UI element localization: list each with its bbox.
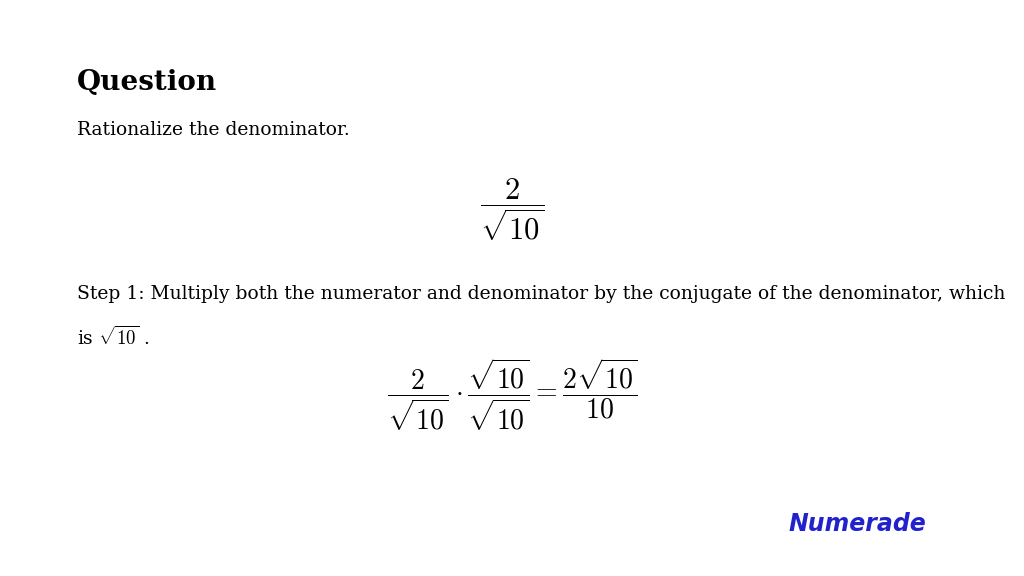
Text: $\dfrac{2}{\sqrt{10}} \cdot \dfrac{\sqrt{10}}{\sqrt{10}} = \dfrac{2\sqrt{10}}{10: $\dfrac{2}{\sqrt{10}} \cdot \dfrac{\sqrt…: [387, 357, 637, 433]
Text: Step 1: Multiply both the numerator and denominator by the conjugate of the deno: Step 1: Multiply both the numerator and …: [77, 285, 1006, 303]
Text: Rationalize the denominator.: Rationalize the denominator.: [77, 121, 349, 139]
Text: Numerade: Numerade: [788, 511, 927, 536]
Text: Question: Question: [77, 69, 217, 96]
Text: is $\sqrt{10}$ .: is $\sqrt{10}$ .: [77, 325, 150, 348]
Text: $\dfrac{2}{\sqrt{10}}$: $\dfrac{2}{\sqrt{10}}$: [479, 177, 545, 244]
